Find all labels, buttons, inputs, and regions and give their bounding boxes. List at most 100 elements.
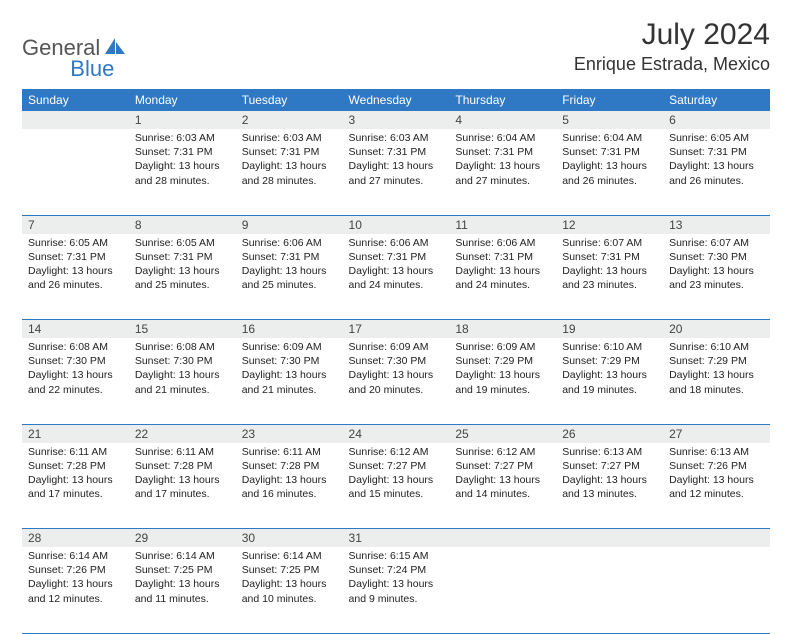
sunrise-text: Sunrise: 6:14 AM <box>242 549 337 563</box>
day-number-cell: 17 <box>343 320 450 339</box>
day-number-cell: 6 <box>663 111 770 129</box>
calendar-table: Sunday Monday Tuesday Wednesday Thursday… <box>22 89 770 634</box>
weekday-header: Monday <box>129 89 236 111</box>
sunset-text: Sunset: 7:28 PM <box>28 459 123 473</box>
day-content-cell: Sunrise: 6:13 AMSunset: 7:27 PMDaylight:… <box>556 443 663 529</box>
sunset-text: Sunset: 7:31 PM <box>669 145 764 159</box>
day-content-cell: Sunrise: 6:07 AMSunset: 7:30 PMDaylight:… <box>663 234 770 320</box>
sunset-text: Sunset: 7:31 PM <box>242 250 337 264</box>
sunset-text: Sunset: 7:31 PM <box>562 145 657 159</box>
daylight-text: Daylight: 13 hours and 24 minutes. <box>349 264 444 292</box>
weekday-header: Thursday <box>449 89 556 111</box>
day-content-cell: Sunrise: 6:11 AMSunset: 7:28 PMDaylight:… <box>236 443 343 529</box>
sunrise-text: Sunrise: 6:03 AM <box>349 131 444 145</box>
sunset-text: Sunset: 7:30 PM <box>135 354 230 368</box>
daylight-text: Daylight: 13 hours and 15 minutes. <box>349 473 444 501</box>
day-content-cell: Sunrise: 6:07 AMSunset: 7:31 PMDaylight:… <box>556 234 663 320</box>
sunset-text: Sunset: 7:27 PM <box>349 459 444 473</box>
day-number-cell <box>663 529 770 548</box>
sunrise-text: Sunrise: 6:14 AM <box>28 549 123 563</box>
daylight-text: Daylight: 13 hours and 27 minutes. <box>455 159 550 187</box>
day-content-cell: Sunrise: 6:08 AMSunset: 7:30 PMDaylight:… <box>129 338 236 424</box>
sunrise-text: Sunrise: 6:06 AM <box>242 236 337 250</box>
day-number-cell: 14 <box>22 320 129 339</box>
daylight-text: Daylight: 13 hours and 26 minutes. <box>669 159 764 187</box>
day-number-cell: 21 <box>22 424 129 443</box>
day-number-cell: 25 <box>449 424 556 443</box>
day-content-cell: Sunrise: 6:08 AMSunset: 7:30 PMDaylight:… <box>22 338 129 424</box>
daylight-text: Daylight: 13 hours and 13 minutes. <box>562 473 657 501</box>
content-row: Sunrise: 6:03 AMSunset: 7:31 PMDaylight:… <box>22 129 770 215</box>
sunrise-text: Sunrise: 6:09 AM <box>455 340 550 354</box>
day-number-cell: 22 <box>129 424 236 443</box>
day-content-cell: Sunrise: 6:03 AMSunset: 7:31 PMDaylight:… <box>236 129 343 215</box>
day-number-cell <box>449 529 556 548</box>
day-content-cell <box>22 129 129 215</box>
day-number-cell: 30 <box>236 529 343 548</box>
daylight-text: Daylight: 13 hours and 27 minutes. <box>349 159 444 187</box>
sunrise-text: Sunrise: 6:10 AM <box>669 340 764 354</box>
sunrise-text: Sunrise: 6:10 AM <box>562 340 657 354</box>
sunset-text: Sunset: 7:31 PM <box>455 145 550 159</box>
day-content-cell: Sunrise: 6:14 AMSunset: 7:25 PMDaylight:… <box>236 547 343 633</box>
weekday-header: Friday <box>556 89 663 111</box>
day-content-cell: Sunrise: 6:03 AMSunset: 7:31 PMDaylight:… <box>343 129 450 215</box>
day-number-cell: 9 <box>236 215 343 234</box>
sunset-text: Sunset: 7:31 PM <box>349 145 444 159</box>
sunrise-text: Sunrise: 6:12 AM <box>349 445 444 459</box>
sunset-text: Sunset: 7:29 PM <box>562 354 657 368</box>
day-content-cell: Sunrise: 6:12 AMSunset: 7:27 PMDaylight:… <box>343 443 450 529</box>
sunset-text: Sunset: 7:29 PM <box>669 354 764 368</box>
sunrise-text: Sunrise: 6:07 AM <box>669 236 764 250</box>
daylight-text: Daylight: 13 hours and 12 minutes. <box>28 577 123 605</box>
day-content-cell: Sunrise: 6:04 AMSunset: 7:31 PMDaylight:… <box>556 129 663 215</box>
day-content-cell <box>449 547 556 633</box>
sunset-text: Sunset: 7:31 PM <box>455 250 550 264</box>
day-number-cell: 16 <box>236 320 343 339</box>
day-content-cell: Sunrise: 6:03 AMSunset: 7:31 PMDaylight:… <box>129 129 236 215</box>
daylight-text: Daylight: 13 hours and 19 minutes. <box>562 368 657 396</box>
daylight-text: Daylight: 13 hours and 19 minutes. <box>455 368 550 396</box>
sunset-text: Sunset: 7:25 PM <box>242 563 337 577</box>
sunrise-text: Sunrise: 6:08 AM <box>28 340 123 354</box>
day-number-cell: 5 <box>556 111 663 129</box>
day-number-cell: 29 <box>129 529 236 548</box>
day-number-cell: 31 <box>343 529 450 548</box>
day-content-cell: Sunrise: 6:06 AMSunset: 7:31 PMDaylight:… <box>236 234 343 320</box>
daylight-text: Daylight: 13 hours and 17 minutes. <box>28 473 123 501</box>
daylight-text: Daylight: 13 hours and 17 minutes. <box>135 473 230 501</box>
sunrise-text: Sunrise: 6:11 AM <box>242 445 337 459</box>
sunset-text: Sunset: 7:27 PM <box>455 459 550 473</box>
daylight-text: Daylight: 13 hours and 12 minutes. <box>669 473 764 501</box>
weekday-header: Wednesday <box>343 89 450 111</box>
day-number-cell: 7 <box>22 215 129 234</box>
content-row: Sunrise: 6:14 AMSunset: 7:26 PMDaylight:… <box>22 547 770 633</box>
day-content-cell: Sunrise: 6:09 AMSunset: 7:30 PMDaylight:… <box>343 338 450 424</box>
daynum-row: 14151617181920 <box>22 320 770 339</box>
day-number-cell: 18 <box>449 320 556 339</box>
sunrise-text: Sunrise: 6:15 AM <box>349 549 444 563</box>
day-content-cell: Sunrise: 6:05 AMSunset: 7:31 PMDaylight:… <box>663 129 770 215</box>
day-content-cell: Sunrise: 6:12 AMSunset: 7:27 PMDaylight:… <box>449 443 556 529</box>
daylight-text: Daylight: 13 hours and 26 minutes. <box>28 264 123 292</box>
day-number-cell: 24 <box>343 424 450 443</box>
day-number-cell: 13 <box>663 215 770 234</box>
sunset-text: Sunset: 7:26 PM <box>28 563 123 577</box>
day-content-cell: Sunrise: 6:06 AMSunset: 7:31 PMDaylight:… <box>343 234 450 320</box>
content-row: Sunrise: 6:11 AMSunset: 7:28 PMDaylight:… <box>22 443 770 529</box>
daylight-text: Daylight: 13 hours and 28 minutes. <box>135 159 230 187</box>
sunrise-text: Sunrise: 6:04 AM <box>562 131 657 145</box>
day-content-cell: Sunrise: 6:09 AMSunset: 7:29 PMDaylight:… <box>449 338 556 424</box>
sunset-text: Sunset: 7:30 PM <box>349 354 444 368</box>
day-content-cell: Sunrise: 6:10 AMSunset: 7:29 PMDaylight:… <box>663 338 770 424</box>
day-number-cell: 20 <box>663 320 770 339</box>
sunrise-text: Sunrise: 6:13 AM <box>669 445 764 459</box>
daylight-text: Daylight: 13 hours and 11 minutes. <box>135 577 230 605</box>
daylight-text: Daylight: 13 hours and 23 minutes. <box>669 264 764 292</box>
sunrise-text: Sunrise: 6:05 AM <box>28 236 123 250</box>
daylight-text: Daylight: 13 hours and 20 minutes. <box>349 368 444 396</box>
sunset-text: Sunset: 7:26 PM <box>669 459 764 473</box>
sunrise-text: Sunrise: 6:14 AM <box>135 549 230 563</box>
sunset-text: Sunset: 7:30 PM <box>242 354 337 368</box>
sunrise-text: Sunrise: 6:07 AM <box>562 236 657 250</box>
